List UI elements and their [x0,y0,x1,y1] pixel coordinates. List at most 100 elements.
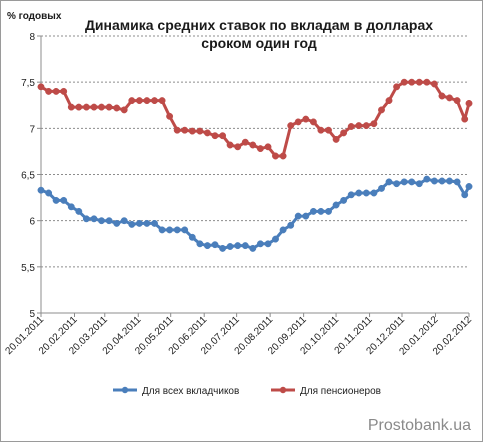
series-2-point [287,122,295,130]
series-1-point [272,235,279,243]
legend: Для всех вкладчиков Для пенсионеров [113,386,381,397]
series-1-point [90,215,98,223]
series-2-point [256,145,264,153]
series-2-point [453,97,461,105]
series-1-point [309,207,317,215]
series-1-point [98,217,105,225]
series-2-point [347,123,355,130]
series-1-point [188,233,196,241]
axes [37,35,470,317]
legend-label-1: Для всех вкладчиков [142,386,239,397]
series-2-point [211,132,219,140]
series-2-point [45,87,53,95]
series-1-point [173,226,181,234]
series-1-point [75,207,83,215]
series-1-point [219,244,227,252]
series-2-point [309,118,317,126]
series-2-point [362,122,370,130]
y-tick-label: 6 [29,217,35,228]
series-1-point [378,184,385,192]
series-2-point [128,97,136,105]
series-1-point [453,178,461,186]
legend-marker-1 [121,386,129,394]
series-2-point [196,127,204,135]
series-2-point [241,138,249,146]
series-1-point [113,219,121,227]
series-2-point [279,152,287,160]
series-2-point [438,92,446,100]
series-2-point [465,99,473,107]
series-1-point [325,207,332,215]
series-1-point [264,240,272,248]
series-1-point [347,191,355,199]
series-2-point [446,94,453,102]
series-1-point [151,219,158,227]
y-tick-labels: 5 5,5 6 6,5 7 7,5 8 [21,32,35,320]
series-1-point [302,212,310,220]
series-2-point [302,115,310,123]
series-2-point [332,135,340,143]
series-2-point [37,83,45,91]
series-2-point [415,78,423,86]
series-2-point [120,106,128,114]
series-2-point [234,143,242,151]
series-1-point [355,189,363,197]
series-2-point [67,103,75,111]
series-1-point [423,175,431,183]
series-1-point [446,177,453,185]
series-1-point [362,189,370,197]
series-2-point [325,126,332,134]
series-1-point [105,217,113,225]
y-tick-label: 7,5 [21,78,35,89]
series-2-point [113,104,121,112]
series-2-point [272,152,279,160]
series-1-point [52,196,60,204]
y-tick-label: 8 [29,32,35,43]
series-1-point [120,217,128,225]
series-1-point [287,221,295,229]
series-1-point [234,242,242,250]
series-1-point [249,244,257,252]
series-2-point [430,80,438,88]
series-2-point [135,97,143,105]
series-1-point [158,226,166,234]
series-group [37,78,473,252]
series-2-point [105,103,113,111]
series-2-point [166,112,174,120]
series-2-point [90,103,98,111]
series-2-point [60,87,68,95]
series-1-point [317,207,325,215]
series-1-point [393,180,401,188]
series-2-point [173,126,181,134]
series-1-point [241,242,249,250]
gridlines [41,35,469,268]
series-2-point [143,97,151,105]
series-2-point [423,78,431,86]
series-1-point [408,178,416,186]
series-1-point [82,215,90,223]
series-1-point [166,226,174,234]
series-1-point [45,189,53,197]
series-2-point [226,141,234,149]
series-2-point [151,97,158,105]
watermark: Prostobank.ua [368,417,471,434]
series-1-point [461,191,469,199]
series-1-point [143,219,151,227]
series-2-point [393,83,401,91]
legend-marker-2 [279,386,287,394]
y-tick-label: 6,5 [21,171,35,182]
series-1-point [332,201,340,209]
series-line-1 [40,177,471,250]
series-2-point [158,97,166,105]
series-2-point [400,78,408,86]
series-1-point [256,240,264,248]
series-1-point [294,212,302,220]
series-1-point [203,242,211,250]
legend-label-2: Для пенсионеров [300,386,381,397]
series-2-point [264,143,272,151]
y-tick-label: 5 [29,309,35,320]
series-1-point [400,178,408,186]
series-2-point [378,106,385,114]
